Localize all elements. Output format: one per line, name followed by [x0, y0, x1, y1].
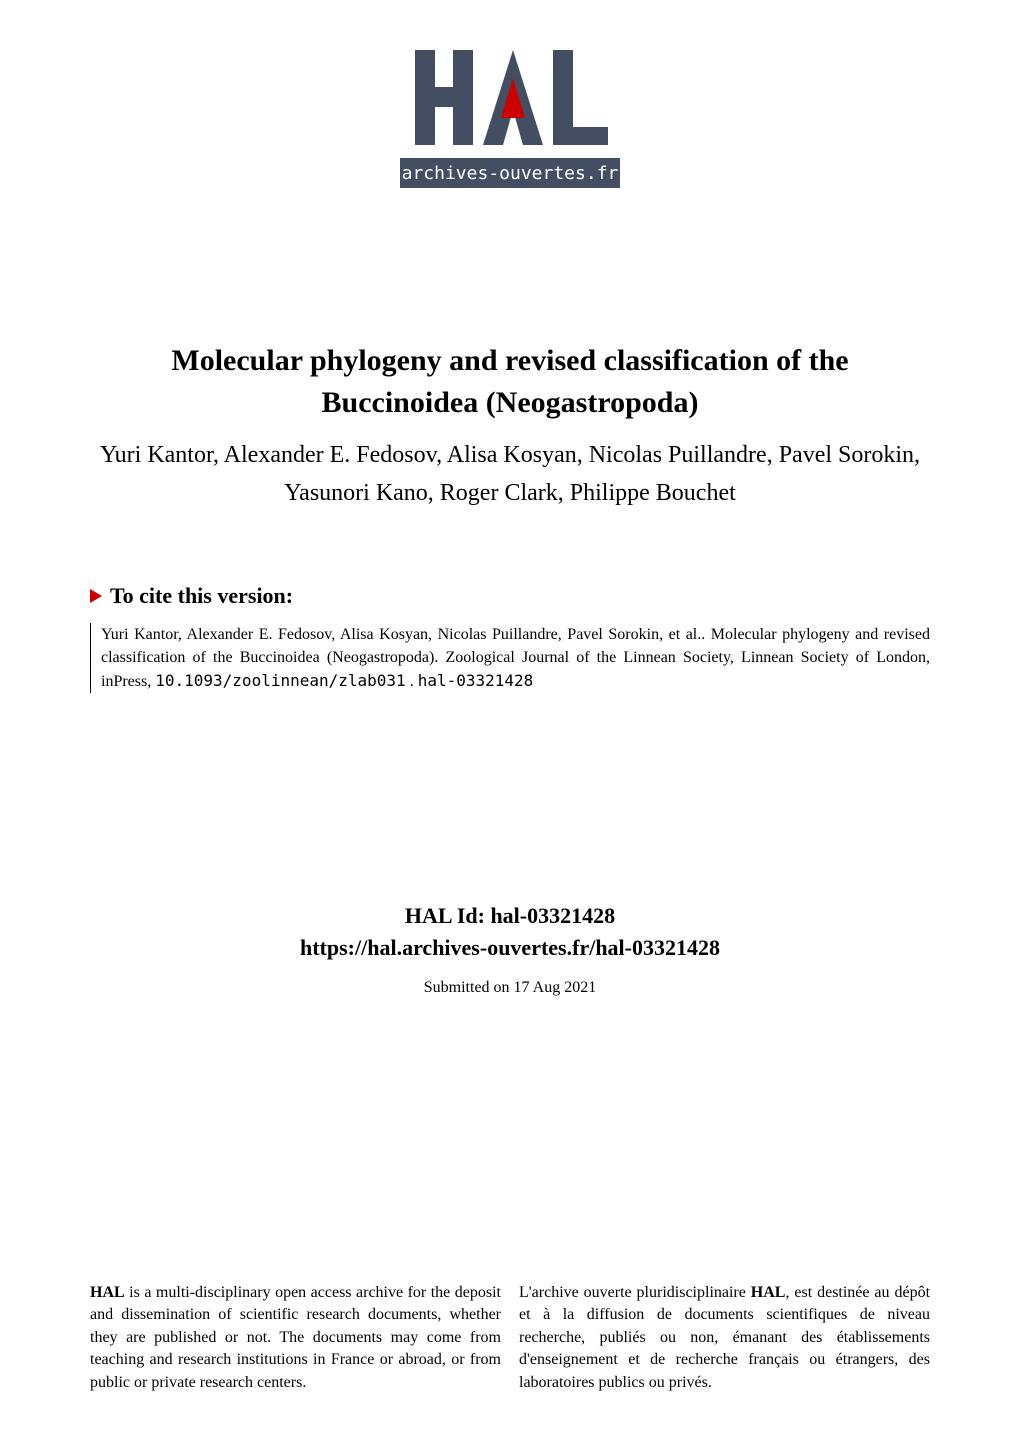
footer-right: L'archive ouverte pluridisciplinaire HAL… [519, 1282, 930, 1394]
footer-left-text: is a multi-disciplinary open access arch… [90, 1284, 501, 1391]
cite-heading: To cite this version: [110, 583, 293, 609]
footer-left: HAL is a multi-disciplinary open access … [90, 1282, 501, 1394]
logo-container: archives-ouvertes.fr [0, 0, 1020, 200]
footer-right-prefix: L'archive ouverte pluridisciplinaire [519, 1284, 751, 1301]
triangle-icon [90, 589, 102, 603]
hal-id-label: HAL Id: hal-03321428 [0, 903, 1020, 929]
cite-header: To cite this version: [90, 583, 930, 609]
hal-logo: archives-ouvertes.fr [395, 40, 625, 200]
cite-section: To cite this version: Yuri Kantor, Alexa… [0, 583, 1020, 694]
footer-columns: HAL is a multi-disciplinary open access … [90, 1282, 930, 1394]
footer-right-bold: HAL [751, 1284, 786, 1301]
authors-list: Yuri Kantor, Alexander E. Fedosov, Alisa… [90, 436, 930, 513]
cite-sep: . [406, 673, 418, 690]
cite-doi: 10.1093/zoolinnean/zlab031 [155, 671, 405, 690]
hal-url[interactable]: https://hal.archives-ouvertes.fr/hal-033… [0, 935, 1020, 961]
logo-subtext: archives-ouvertes.fr [402, 163, 619, 184]
cite-body: Yuri Kantor, Alexander E. Fedosov, Alisa… [90, 623, 930, 694]
hal-id-block: HAL Id: hal-03321428 https://hal.archive… [0, 903, 1020, 997]
cite-hal-ref: hal-03321428 [418, 671, 534, 690]
footer-left-bold: HAL [90, 1284, 125, 1301]
title-block: Molecular phylogeny and revised classifi… [0, 340, 1020, 513]
paper-title: Molecular phylogeny and revised classifi… [90, 340, 930, 424]
submitted-date: Submitted on 17 Aug 2021 [0, 979, 1020, 997]
